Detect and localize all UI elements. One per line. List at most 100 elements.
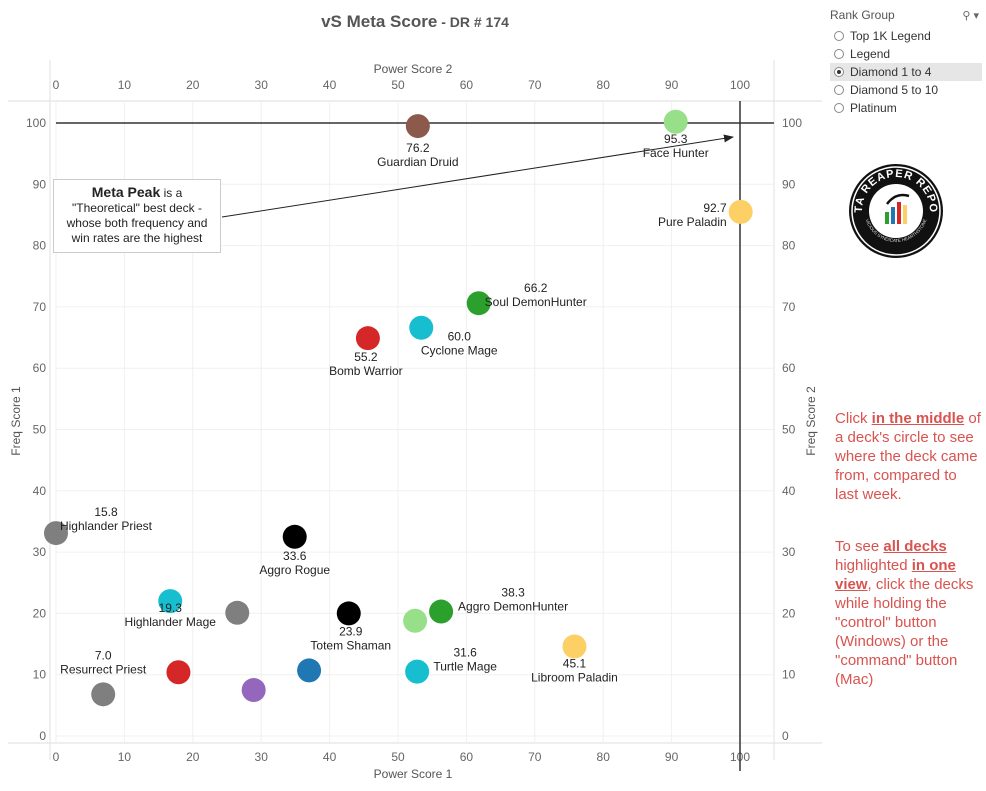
- x-axis-title-bottom: Power Score 1: [374, 767, 453, 781]
- y-tick-label-left: 80: [33, 239, 47, 253]
- y-tick-label-right: 40: [782, 484, 796, 498]
- x-axis-title-top: Power Score 2: [374, 62, 453, 76]
- x-tick-label-top: 100: [730, 78, 750, 92]
- deck-point[interactable]: [405, 659, 430, 684]
- deck-point[interactable]: [158, 589, 183, 614]
- deck-point[interactable]: [562, 634, 587, 659]
- deck-name-label: Highlander Mage: [125, 615, 217, 629]
- x-tick-label-bottom: 70: [528, 750, 542, 764]
- y-tick-label-right: 30: [782, 545, 796, 559]
- y-tick-label-left: 50: [33, 423, 47, 437]
- y-tick-label-right: 90: [782, 177, 796, 191]
- radio-icon[interactable]: [834, 31, 844, 41]
- deck-point[interactable]: [663, 109, 688, 134]
- x-tick-label-bottom: 10: [118, 750, 132, 764]
- x-tick-label-top: 60: [460, 78, 474, 92]
- x-tick-label-bottom: 50: [391, 750, 405, 764]
- filter-option-label: Diamond 1 to 4: [850, 65, 932, 79]
- deck-point[interactable]: [225, 600, 250, 625]
- note1-pre: Click: [835, 410, 872, 427]
- deck-point[interactable]: [241, 678, 266, 703]
- deck-point[interactable]: [336, 601, 361, 626]
- deck-point[interactable]: [297, 658, 322, 683]
- note2-post: , click the decks while holding the "con…: [835, 576, 974, 688]
- deck-score-label: 23.9: [339, 624, 363, 638]
- deck-point[interactable]: [405, 114, 430, 139]
- callout-text3: whose both frequency and: [66, 216, 208, 230]
- y-axis-title-left: Freq Score 1: [9, 386, 23, 456]
- deck-score-label: 33.6: [283, 549, 307, 563]
- search-icon[interactable]: ⚲: [962, 9, 974, 22]
- title-subtitle: - DR # 174: [437, 14, 509, 30]
- deck-score-label: 95.3: [664, 132, 688, 146]
- deck-name-label: Pure Paladin: [658, 215, 727, 229]
- filter-option[interactable]: Diamond 5 to 10: [830, 81, 982, 99]
- deck-name-label: Face Hunter: [643, 146, 709, 160]
- filter-option-label: Diamond 5 to 10: [850, 83, 939, 97]
- x-tick-label-top: 20: [186, 78, 200, 92]
- deck-score-label: 60.0: [448, 330, 472, 344]
- x-tick-label-top: 40: [323, 78, 337, 92]
- x-tick-label-bottom: 30: [255, 750, 269, 764]
- dropdown-arrow-icon[interactable]: ▾: [973, 9, 982, 22]
- callout-bold: Meta Peak: [91, 184, 161, 200]
- radio-icon[interactable]: [834, 49, 844, 59]
- deck-point[interactable]: [91, 682, 116, 707]
- deck-score-label: 31.6: [453, 646, 477, 660]
- filter-option[interactable]: Legend: [830, 45, 982, 63]
- x-tick-label-bottom: 60: [460, 750, 474, 764]
- x-tick-label-top: 90: [665, 78, 679, 92]
- filter-option-label: Platinum: [850, 101, 897, 115]
- filter-option[interactable]: Top 1K Legend: [830, 27, 982, 45]
- scatter-chart: 0010102020303040405050606070708080909010…: [8, 60, 822, 781]
- logo-scythe: [886, 193, 910, 205]
- deck-point[interactable]: [166, 660, 191, 685]
- deck-name-label: Highlander Priest: [60, 519, 153, 533]
- deck-point[interactable]: [466, 291, 491, 316]
- callout-text4: win rates are the highest: [71, 231, 203, 245]
- filter-options: Top 1K Legend Legend Diamond 1 to 4 Diamond…: [830, 27, 982, 117]
- deck-name-label: Guardian Druid: [377, 155, 458, 169]
- deck-name-label: Cyclone Mage: [421, 344, 498, 358]
- radio-icon[interactable]: [834, 67, 844, 77]
- deck-score-label: 15.8: [94, 505, 118, 519]
- radio-icon[interactable]: [834, 85, 844, 95]
- logo-bar-1: [885, 212, 889, 224]
- deck-score-label: 38.3: [501, 586, 525, 600]
- y-tick-label-right: 80: [782, 239, 796, 253]
- note2-pre: To see: [835, 538, 884, 555]
- logo-bar-4: [903, 205, 907, 224]
- filter-option[interactable]: Diamond 1 to 4: [830, 63, 982, 81]
- meta-peak-callout: Meta Peak is a "Theoretical" best deck -…: [53, 179, 221, 253]
- deck-point[interactable]: [728, 199, 753, 224]
- deck-point[interactable]: [355, 326, 380, 351]
- y-tick-label-right: 100: [782, 116, 802, 130]
- deck-name-label: Totem Shaman: [310, 638, 391, 652]
- note2-bold2: in one view: [835, 557, 956, 593]
- deck-point[interactable]: [409, 315, 434, 340]
- data-reaper-logo: DATA REAPER REPORT VICIOUS SYNDICATE HEA…: [847, 162, 943, 258]
- filter-option[interactable]: Platinum: [830, 99, 982, 117]
- y-tick-label-left: 20: [33, 606, 47, 620]
- filter-header: Rank Group ⚲▾: [830, 8, 982, 22]
- deck-point[interactable]: [44, 521, 68, 546]
- deck-score-label: 66.2: [524, 281, 548, 295]
- callout-text2: "Theoretical" best deck -: [72, 201, 202, 215]
- y-axis-title-right: Freq Score 2: [804, 386, 818, 456]
- x-tick-label-top: 50: [391, 78, 405, 92]
- deck-point[interactable]: [282, 524, 307, 549]
- x-tick-label-bottom: 40: [323, 750, 337, 764]
- deck-score-label: 55.2: [354, 350, 378, 364]
- y-tick-label-left: 100: [26, 116, 46, 130]
- y-tick-label-left: 30: [33, 545, 47, 559]
- y-tick-label-right: 0: [782, 729, 789, 743]
- filter-icons: ⚲▾: [962, 9, 982, 22]
- deck-point[interactable]: [429, 599, 454, 624]
- x-tick-label-top: 0: [53, 78, 60, 92]
- logo-bar-3: [897, 202, 901, 224]
- x-tick-label-bottom: 20: [186, 750, 200, 764]
- deck-name-label: Bomb Warrior: [329, 364, 403, 378]
- deck-point[interactable]: [403, 608, 428, 633]
- deck-name-label: Libroom Paladin: [531, 671, 618, 685]
- radio-icon[interactable]: [834, 103, 844, 113]
